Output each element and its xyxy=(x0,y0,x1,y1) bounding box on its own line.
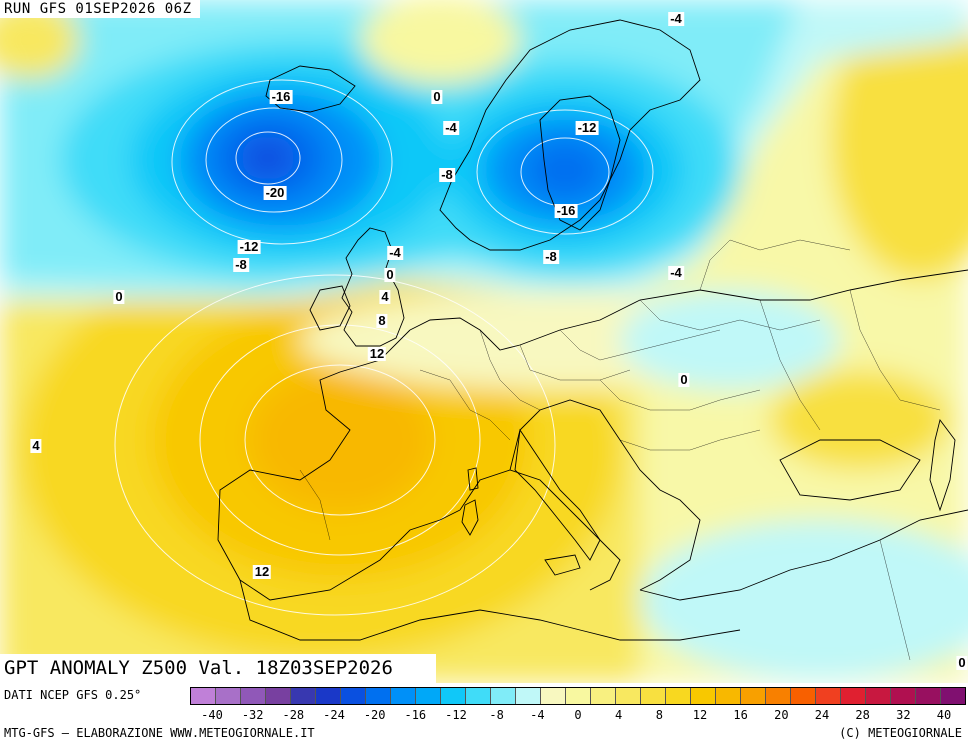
color-swatch xyxy=(491,688,516,704)
contour-value-label: -4 xyxy=(668,11,684,26)
contour-value-label: -8 xyxy=(439,167,455,182)
color-swatch xyxy=(591,688,616,704)
color-swatch xyxy=(216,688,241,704)
contour-value-label: -4 xyxy=(668,265,684,280)
contour-value-label: -4 xyxy=(387,245,403,260)
color-swatch xyxy=(366,688,391,704)
scale-tick-label: -12 xyxy=(445,708,467,722)
color-swatch xyxy=(641,688,666,704)
footer-credit: MTG-GFS — ELABORAZIONE WWW.METEOGIORNALE… xyxy=(4,726,315,740)
scale-tick-label: -8 xyxy=(489,708,504,722)
color-swatch xyxy=(316,688,341,704)
color-swatch xyxy=(616,688,641,704)
scale-tick-label: 20 xyxy=(774,708,789,722)
contour-value-label: 12 xyxy=(252,564,272,579)
color-swatch xyxy=(666,688,691,704)
contour-value-label: -12 xyxy=(575,120,599,135)
scale-tick-label: 12 xyxy=(692,708,708,722)
color-swatch xyxy=(516,688,541,704)
run-title: RUN GFS 01SEP2026 06Z xyxy=(0,0,200,18)
contour-value-label: 0 xyxy=(431,89,443,104)
contour-value-label: 0 xyxy=(384,267,396,282)
scale-tick-label: -4 xyxy=(530,708,545,722)
contour-value-label: 0 xyxy=(678,372,690,387)
footer-copyright: (C) METEOGIORNALE xyxy=(839,726,962,740)
contour-value-label: 8 xyxy=(376,313,388,328)
color-swatch xyxy=(791,688,816,704)
contour-value-label: 4 xyxy=(379,289,391,304)
scale-tick-label: 32 xyxy=(896,708,911,722)
color-swatch xyxy=(541,688,566,704)
color-swatch xyxy=(691,688,716,704)
scale-tick-label: -16 xyxy=(404,708,427,722)
color-swatch xyxy=(816,688,841,704)
contour-value-label: -16 xyxy=(269,89,293,104)
contour-value-label: 0 xyxy=(113,289,125,304)
color-swatch xyxy=(566,688,591,704)
scale-tick-label: -20 xyxy=(363,708,386,722)
scale-tick-label: 24 xyxy=(814,708,830,722)
country-borders xyxy=(299,239,941,661)
scale-tick-label: 0 xyxy=(574,708,582,722)
color-swatch xyxy=(841,688,866,704)
color-swatch xyxy=(466,688,491,704)
scale-tick-label: -32 xyxy=(241,708,264,722)
scale-tick-label: 28 xyxy=(855,708,870,722)
color-swatch xyxy=(941,688,965,704)
contour-value-label: -16 xyxy=(554,203,578,218)
color-swatch xyxy=(766,688,791,704)
contour-value-label: -4 xyxy=(443,120,459,135)
contour-value-label: -20 xyxy=(263,185,287,200)
color-swatch xyxy=(891,688,916,704)
color-swatch xyxy=(266,688,291,704)
color-swatch xyxy=(391,688,416,704)
color-swatch xyxy=(291,688,316,704)
color-scale-bar xyxy=(190,687,966,705)
scale-tick-label: -24 xyxy=(323,708,345,722)
color-swatch xyxy=(416,688,441,704)
color-swatch xyxy=(191,688,216,704)
color-swatch xyxy=(716,688,741,704)
anomaly-map xyxy=(0,0,968,683)
scale-tick-label: -40 xyxy=(201,708,223,722)
scale-tick-label: 8 xyxy=(655,708,663,722)
color-swatch xyxy=(241,688,266,704)
color-swatch xyxy=(341,688,366,704)
contour-value-label: 4 xyxy=(30,438,42,453)
contour-value-label: 12 xyxy=(367,346,387,361)
scale-tick-label: 4 xyxy=(615,708,623,722)
color-swatch xyxy=(866,688,891,704)
scale-tick-label: 16 xyxy=(733,708,748,722)
color-swatch xyxy=(441,688,466,704)
contour-value-label: -12 xyxy=(237,239,261,254)
color-swatch xyxy=(741,688,766,704)
color-swatch xyxy=(916,688,941,704)
scale-tick-label: -28 xyxy=(282,708,305,722)
map-title: GPT ANOMALY Z500 Val. 18Z03SEP2026 xyxy=(0,654,436,683)
contour-value-label: 0 xyxy=(956,655,968,670)
contour-value-label: -8 xyxy=(233,257,249,272)
data-source-label: DATI NCEP GFS 0.25° xyxy=(4,688,142,702)
contour-value-label: -8 xyxy=(543,249,559,264)
scale-tick-label: 40 xyxy=(936,708,952,722)
